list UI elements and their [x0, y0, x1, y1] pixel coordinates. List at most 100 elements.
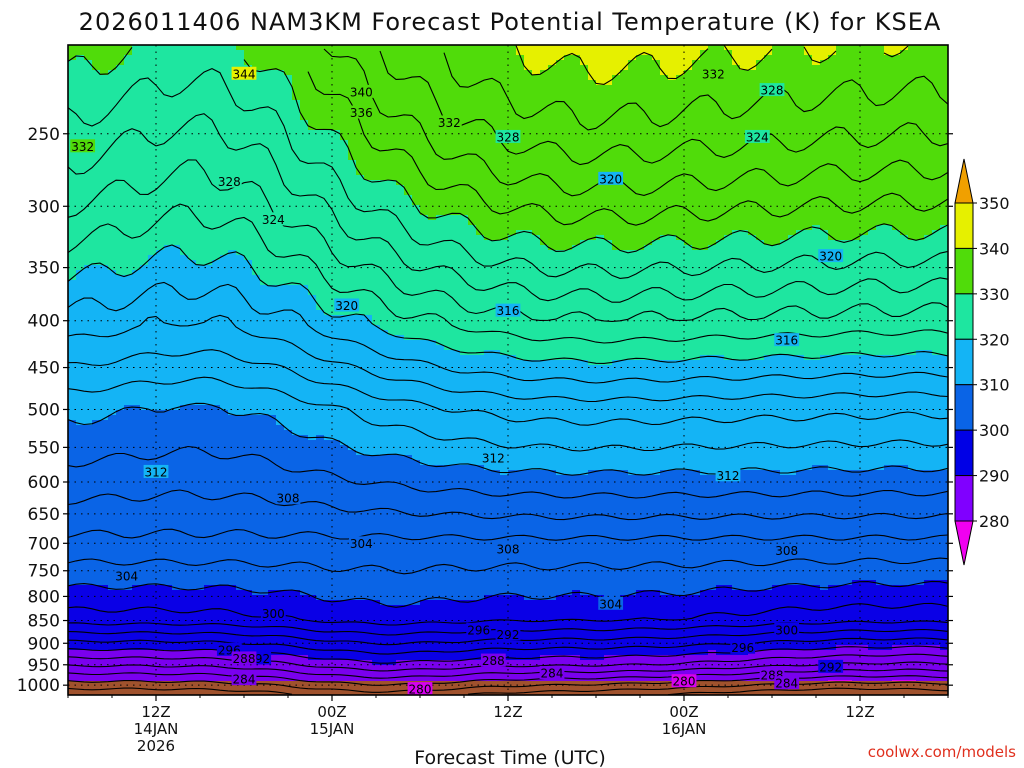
fill-cell: [828, 55, 837, 241]
fill-cell: [404, 195, 413, 341]
contour-label-text: 296: [731, 641, 754, 655]
fill-cell: [476, 465, 485, 601]
fill-cell: [828, 45, 837, 56]
fill-cell: [332, 315, 341, 441]
fill-cell: [452, 350, 461, 466]
x-tick-label: 00Z: [669, 703, 698, 721]
contour-label-text: 316: [497, 304, 520, 318]
fill-cell: [732, 45, 741, 66]
contour-label: 324: [260, 212, 286, 227]
fill-cell: [820, 60, 829, 231]
fill-cell: [76, 45, 85, 56]
contour-label-bg: [334, 298, 360, 312]
fill-cell: [924, 580, 933, 646]
fill-cell: [428, 45, 437, 221]
fill-cell: [908, 470, 917, 586]
fill-cell: [420, 215, 429, 341]
fill-cell: [484, 655, 493, 695]
fill-cell: [548, 250, 557, 361]
contour-label-text: 320: [599, 172, 622, 186]
fill-cell: [372, 325, 381, 456]
fill-cell: [572, 655, 581, 691]
y-tick-label: 700: [28, 534, 60, 554]
fill-cell: [748, 70, 757, 236]
fill-cell: [140, 45, 149, 266]
fill-cell: [844, 45, 853, 241]
fill-cell: [220, 650, 229, 691]
fill-cell: [852, 355, 861, 471]
contour-label: 292: [818, 659, 844, 674]
contour-label: 324: [744, 129, 770, 144]
fill-cell: [180, 255, 189, 406]
contour-label-text: 312: [145, 465, 168, 479]
fill-cell: [228, 415, 237, 586]
fill-cell: [684, 470, 693, 596]
fill-cell: [604, 240, 613, 366]
fill-cell: [556, 45, 565, 61]
fill-cell: [524, 45, 533, 71]
fill-cell: [708, 650, 717, 686]
fill-cell: [860, 45, 869, 236]
fill-cell: [652, 45, 661, 61]
fill-cell: [572, 45, 581, 56]
contour-label-text: 288: [233, 652, 256, 666]
contour-label-text: 324: [746, 130, 769, 144]
fill-cell: [876, 355, 885, 471]
fill-cell: [588, 470, 597, 596]
fill-cell: [676, 75, 685, 241]
fill-cell: [636, 360, 645, 476]
fill-cell: [604, 45, 613, 86]
fill-cell: [660, 360, 669, 471]
contour-label-bg: [715, 468, 741, 482]
fill-cell: [644, 475, 653, 591]
fill-cell: [476, 45, 485, 236]
fill-cell: [68, 45, 77, 61]
fill-cell: [252, 70, 261, 276]
fill-cell: [660, 655, 669, 691]
fill-cell: [380, 180, 389, 331]
contour-label-bg: [495, 303, 521, 317]
fill-cell: [724, 470, 733, 586]
fill-cell: [668, 80, 677, 236]
fill-cell: [724, 585, 733, 656]
fill-cell: [884, 465, 893, 586]
fill-cell: [100, 650, 109, 691]
fill-cell: [516, 45, 525, 56]
fill-cell: [580, 660, 589, 691]
y-tick-label: 950: [28, 656, 60, 676]
fill-cell: [420, 45, 429, 216]
contour-label: 308: [774, 543, 800, 558]
fill-cell: [500, 660, 509, 695]
fill-cell: [356, 455, 365, 601]
fill-cell: [684, 70, 693, 246]
fill-cell: [700, 355, 709, 476]
fill-cell: [404, 455, 413, 606]
fill-cell: [204, 585, 213, 651]
colorbar-label: 280: [979, 512, 1010, 531]
fill-cell: [868, 230, 877, 356]
fill-cell: [916, 45, 925, 241]
fill-cell: [620, 360, 629, 471]
fill-cell: [932, 580, 941, 646]
fill-cell: [860, 235, 869, 356]
contour-label-bg: [70, 139, 96, 153]
fill-cell: [700, 250, 709, 356]
contour-line: [68, 203, 948, 344]
fill-cell: [108, 45, 117, 71]
fill-cell: [748, 650, 757, 686]
fill-cell: [780, 45, 789, 241]
colorbar-segment: [954, 338, 974, 386]
fill-cell: [820, 45, 829, 61]
fill-cell: [604, 600, 613, 656]
fill-cell: [724, 360, 733, 471]
fill-cell: [932, 45, 941, 231]
fill-cell: [556, 595, 565, 656]
fill-cell: [668, 235, 677, 361]
fill-cell: [348, 45, 357, 161]
fill-cell: [540, 45, 549, 71]
fill-cell: [76, 425, 85, 586]
contour-line: [68, 681, 948, 695]
fill-cell: [148, 255, 157, 411]
fill-cell: [652, 240, 661, 361]
contour-label: 336: [348, 105, 374, 120]
